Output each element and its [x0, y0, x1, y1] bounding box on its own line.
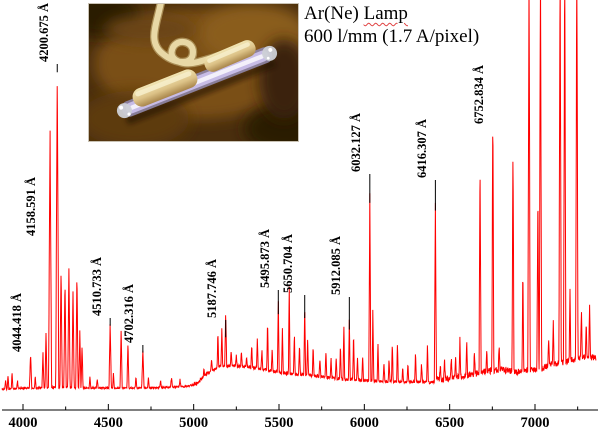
lamp-sleeves: [132, 40, 256, 107]
x-axis-tick-label: 4500: [94, 415, 123, 431]
peak-label: 5912.085 Å: [328, 235, 343, 295]
title-line-1: Ar(Ne) Lamp: [304, 2, 479, 25]
x-axis-tick-label: 7000: [521, 415, 550, 431]
x-axis: 4000 4500 5000 5500 6000 6500 7000: [2, 404, 598, 431]
lamp-photo: [59, 0, 334, 154]
peak-label: 6752.834 Å: [472, 64, 487, 124]
peak-label: 5187.746 Å: [205, 258, 220, 318]
title-product: Ar(Ne): [304, 3, 364, 24]
peak-label: 6032.127 Å: [349, 112, 364, 172]
peak-label: 4044.418 Å: [10, 292, 25, 352]
x-axis-tick-label: 5500: [265, 415, 294, 431]
peak-label: 5650.704 Å: [281, 233, 296, 293]
x-axis-tick-label: 4000: [9, 415, 38, 431]
title-line-2: 600 l/mm (1.7 A/pixel): [304, 26, 480, 47]
peak-label: 4702.316 Å: [122, 283, 137, 343]
x-axis-tick-label: 6000: [350, 415, 379, 431]
lamp-cable: [150, 0, 244, 68]
spectrum-trace: [1, 0, 597, 392]
spectrum-line: [1, 0, 597, 392]
peak-label: 5495.873 Å: [257, 228, 272, 288]
peak-leader-lines: [56, 64, 436, 353]
x-axis-tick-label: 6500: [435, 415, 464, 431]
peak-label: 4200.675 Å: [36, 2, 51, 62]
peak-label: 4158.591 Å: [23, 176, 38, 236]
x-axis-tick-label: 5000: [179, 415, 208, 431]
peak-label: 4510.733 Å: [89, 256, 104, 316]
peak-label: 6416.307 Å: [414, 118, 429, 178]
lamp-photo-inset: [59, 0, 334, 154]
chart-title: Ar(Ne) Lamp 600 l/mm (1.7 A/pixel): [304, 2, 479, 48]
title-lamp-word: Lamp: [363, 3, 408, 24]
